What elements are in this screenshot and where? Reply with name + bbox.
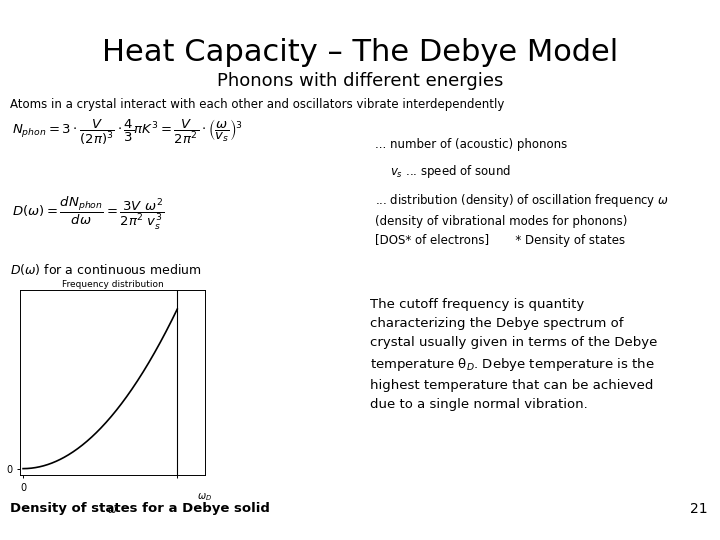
Text: $\omega_D$: $\omega_D$ xyxy=(197,491,212,503)
Text: Heat Capacity – The Debye Model: Heat Capacity – The Debye Model xyxy=(102,38,618,67)
Text: $D(\omega) = \dfrac{dN_{phon}}{d\omega} = \dfrac{3V}{2\pi^2} \dfrac{\omega^2}{v_: $D(\omega) = \dfrac{dN_{phon}}{d\omega} … xyxy=(12,195,165,232)
Text: Density of states for a Debye solid: Density of states for a Debye solid xyxy=(10,502,270,515)
Text: ... number of (acoustic) phonons: ... number of (acoustic) phonons xyxy=(375,138,567,151)
Text: 21: 21 xyxy=(690,502,708,516)
Text: Atoms in a crystal interact with each other and oscillators vibrate interdepende: Atoms in a crystal interact with each ot… xyxy=(10,98,505,111)
Text: Phonons with different energies: Phonons with different energies xyxy=(217,72,503,90)
Text: $\omega$: $\omega$ xyxy=(107,504,117,515)
Title: Frequency distribution: Frequency distribution xyxy=(62,280,163,289)
Text: The cutoff frequency is quantity
characterizing the Debye spectrum of
crystal us: The cutoff frequency is quantity charact… xyxy=(370,298,657,411)
Text: $v_s$ ... speed of sound: $v_s$ ... speed of sound xyxy=(390,163,511,180)
Text: $N_{phon} = 3 \cdot \dfrac{V}{(2\pi)^3} \cdot \dfrac{4}{3}\pi K^3 = \dfrac{V}{2\: $N_{phon} = 3 \cdot \dfrac{V}{(2\pi)^3} … xyxy=(12,118,243,147)
Text: ... distribution (density) of oscillation frequency $\omega$
(density of vibrati: ... distribution (density) of oscillatio… xyxy=(375,192,669,247)
Text: $D(\omega)$ for a continuous medium: $D(\omega)$ for a continuous medium xyxy=(10,262,202,277)
